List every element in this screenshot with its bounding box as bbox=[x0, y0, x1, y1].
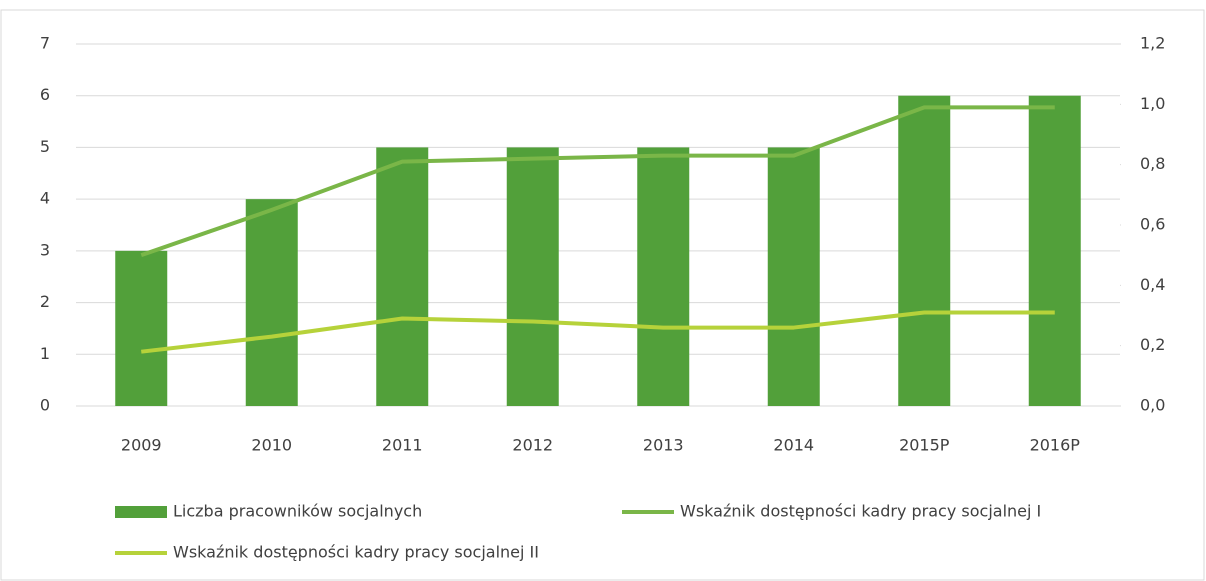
bar bbox=[115, 250, 168, 406]
x-tick-label: 2009 bbox=[121, 436, 162, 455]
x-tick-label: 2013 bbox=[643, 436, 684, 455]
y2-tick-label: 1,0 bbox=[1140, 94, 1165, 113]
x-tick-label: 2015P bbox=[899, 436, 950, 455]
line bbox=[141, 310, 1055, 354]
x-tick-label: 2011 bbox=[382, 436, 423, 455]
bar bbox=[376, 147, 429, 406]
legend-label: Wskaźnik dostępności kadry pracy socjaln… bbox=[173, 543, 539, 562]
y2-tick-label: 0,8 bbox=[1140, 154, 1165, 173]
y2-tick-label: 0,4 bbox=[1140, 275, 1165, 294]
chart-border bbox=[0, 9, 1205, 581]
legend-label: Wskaźnik dostępności kadry pracy socjaln… bbox=[680, 502, 1041, 521]
x-tick-label: 2010 bbox=[251, 436, 292, 455]
y-tick-label: 5 bbox=[40, 137, 50, 156]
y-tick-label: 0 bbox=[40, 396, 50, 415]
y2-tick-label: 0,0 bbox=[1140, 396, 1165, 415]
y-tick-label: 2 bbox=[40, 292, 50, 311]
legend-label: Liczba pracowników socjalnych bbox=[173, 502, 422, 521]
line bbox=[140, 105, 1055, 258]
bar bbox=[506, 147, 559, 406]
y-tick-label: 6 bbox=[40, 85, 50, 104]
bar bbox=[1028, 95, 1081, 406]
y2-tick-label: 1,2 bbox=[1140, 34, 1165, 53]
x-tick-label: 2016P bbox=[1030, 436, 1081, 455]
legend-swatch bbox=[115, 506, 167, 518]
y2-tick-label: 0,6 bbox=[1140, 215, 1165, 234]
y-tick-label: 3 bbox=[40, 240, 50, 259]
y2-tick-label: 0,2 bbox=[1140, 335, 1165, 354]
bar bbox=[637, 147, 690, 406]
x-tick-label: 2012 bbox=[512, 436, 553, 455]
y-tick-label: 4 bbox=[40, 189, 50, 208]
bar bbox=[898, 95, 951, 406]
x-tick-label: 2014 bbox=[773, 436, 814, 455]
bar bbox=[245, 199, 298, 406]
y-tick-label: 1 bbox=[40, 344, 50, 363]
bar bbox=[767, 147, 820, 406]
y-tick-label: 7 bbox=[40, 34, 50, 53]
